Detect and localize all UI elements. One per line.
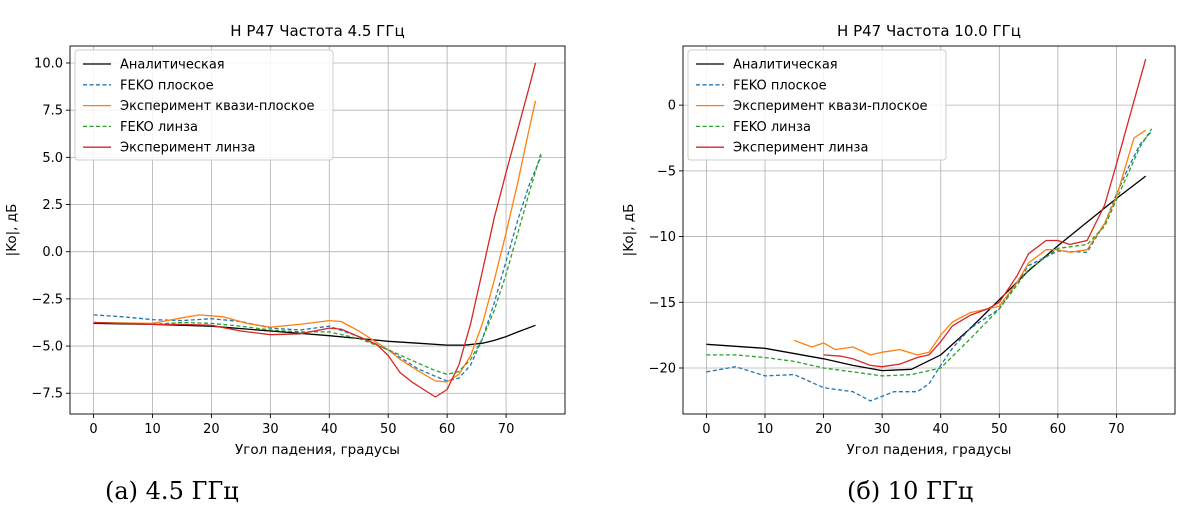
subfigure-caption: (б) 10 ГГц (847, 477, 973, 505)
series-line-3 (93, 100, 537, 383)
y-tick-label: −5 (657, 164, 676, 179)
y-tick-label: 5.0 (42, 151, 63, 166)
x-tick-label: 10 (144, 422, 161, 437)
legend-label: Аналитическая (120, 58, 225, 73)
chart-2: 0 10 20 30 40 50 60 70 −20 −15 −10 −5 0 H P47 Частота… (621, 22, 1176, 505)
x-tick-label: 0 (89, 422, 97, 437)
y-tick-label: 0.0 (42, 245, 63, 260)
y-tick-label: −10 (649, 230, 676, 245)
y-axis-label: |Ko|, дБ (4, 204, 20, 257)
y-tick-label: −7.5 (31, 387, 63, 402)
y-tick-label: −15 (649, 296, 676, 311)
legend-label: FEKO линза (733, 120, 811, 135)
series-line-5 (93, 62, 537, 398)
x-tick-label: 60 (1050, 422, 1067, 437)
x-tick-label: 20 (203, 422, 220, 437)
y-tick-label: 2.5 (42, 198, 63, 213)
x-tick-label: 30 (262, 422, 279, 437)
x-tick-label: 50 (991, 422, 1008, 437)
legend-box (74, 49, 334, 161)
legend-label: FEKO линза (120, 120, 198, 135)
y-tick-label: −2.5 (31, 292, 63, 307)
chart-1: 0 10 20 30 40 50 60 70 −7.5 −5.0 −2.5 0.0 2.5 5.0 7.5 1… (4, 22, 566, 505)
plot-frame (682, 45, 1176, 415)
legend-label: Эксперимент линза (120, 141, 255, 156)
series-line-1 (93, 322, 536, 346)
x-tick-label: 20 (815, 422, 832, 437)
legend-label: FEKO плоское (120, 78, 214, 93)
y-tick-label: 0 (668, 99, 676, 114)
x-axis-label: Угол падения, градусы (847, 442, 1012, 458)
series-line-4 (93, 151, 543, 376)
y-tick-label: 10.0 (34, 56, 63, 71)
x-tick-label: 60 (439, 422, 456, 437)
x-axis-label: Угол падения, градусы (235, 442, 400, 458)
legend-label: FEKO плоское (733, 78, 827, 93)
legend-label: Эксперимент линза (733, 141, 868, 156)
legend: Аналитическая FEKO плоское Эксперимент ква… (74, 49, 334, 161)
y-tick-label: 7.5 (42, 104, 63, 119)
x-tick-label: 0 (702, 422, 710, 437)
chart-title: H P47 Частота 10.0 ГГц (837, 22, 1021, 40)
series-line-4 (706, 128, 1153, 377)
plot-frame (69, 45, 566, 415)
x-tick-label: 40 (932, 422, 949, 437)
x-tick-label: 10 (757, 422, 774, 437)
series-line-3 (794, 129, 1147, 356)
x-tick-label: 40 (321, 422, 338, 437)
y-tick-label: −20 (649, 362, 676, 377)
x-tick-label: 70 (1108, 422, 1125, 437)
y-axis-label: |Ko|, дБ (621, 204, 637, 257)
chart-title: H P47 Частота 4.5 ГГц (230, 22, 404, 40)
legend-label: Эксперимент квази-плоское (120, 99, 315, 114)
subfigure-caption: (a) 4.5 ГГц (105, 477, 239, 505)
x-tick-label: 50 (380, 422, 397, 437)
legend-label: Эксперимент квази-плоское (733, 99, 928, 114)
series-line-5 (823, 58, 1147, 368)
y-tick-label: −5.0 (31, 340, 63, 355)
legend: Аналитическая FEKO плоское Эксперимент ква… (687, 49, 947, 161)
x-tick-label: 30 (874, 422, 891, 437)
legend-label: Аналитическая (733, 58, 838, 73)
series-line-1 (706, 175, 1147, 372)
legend-box (687, 49, 947, 161)
x-tick-label: 70 (498, 422, 515, 437)
